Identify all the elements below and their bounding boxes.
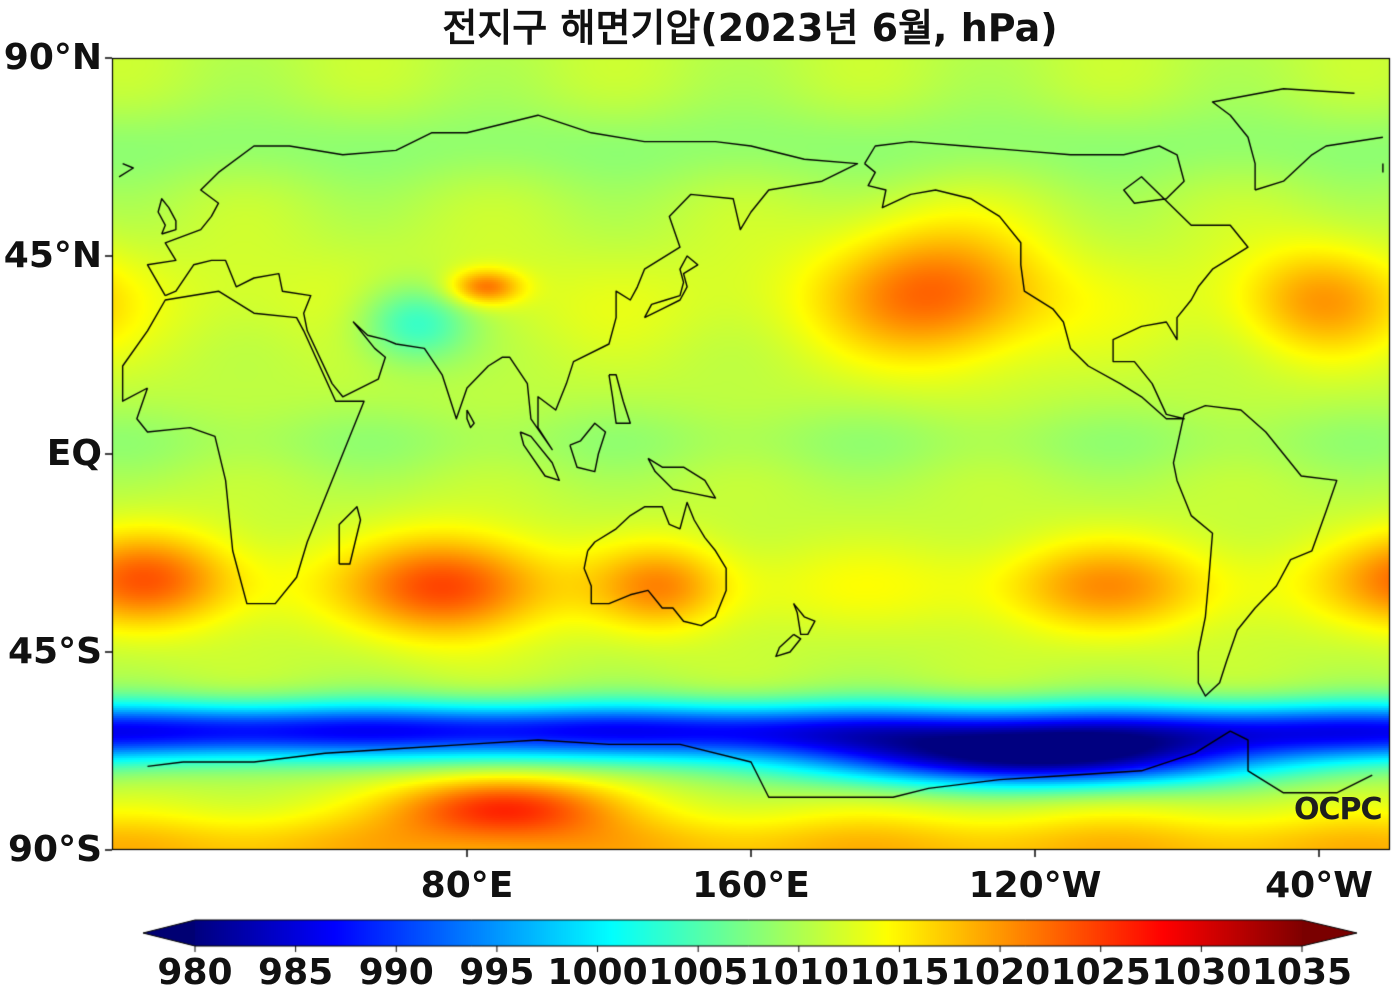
map-title: 전지구 해면기압(2023년 6월, hPa) (442, 6, 1058, 50)
colorbar-tick-label: 1030 (1151, 952, 1252, 993)
colorbar-tick-label: 1025 (1050, 952, 1151, 993)
ocpc-logo: OCPC (1294, 792, 1383, 827)
lon-tick-label: 160°E (692, 865, 810, 906)
colorbar-tick-label: 1035 (1251, 952, 1353, 993)
lon-tick-label: 80°E (420, 865, 514, 906)
lat-tick-label: 90°N (3, 37, 102, 78)
colorbar-tick-label: 1010 (748, 952, 849, 993)
colorbar-tick-label: 990 (358, 952, 434, 993)
colorbar-tick-label: 1020 (949, 952, 1051, 993)
lat-tick-label: 45°N (3, 235, 102, 276)
lon-tick-label: 40°W (1265, 865, 1373, 906)
lat-tick-label: 45°S (7, 631, 102, 672)
colorbar-tick-label: 1000 (547, 952, 648, 993)
colorbar-tick-label: 980 (157, 952, 233, 993)
colorbar-tick-label: 995 (459, 952, 535, 993)
colorbar-tick-label: 1005 (648, 952, 749, 993)
colorbar-tick-label: 1015 (849, 952, 950, 993)
lat-tick-label: EQ (46, 433, 102, 474)
lat-tick-label: 90°S (7, 829, 102, 870)
colorbar-tick-label: 985 (258, 952, 334, 993)
lon-tick-label: 120°W (968, 865, 1102, 906)
